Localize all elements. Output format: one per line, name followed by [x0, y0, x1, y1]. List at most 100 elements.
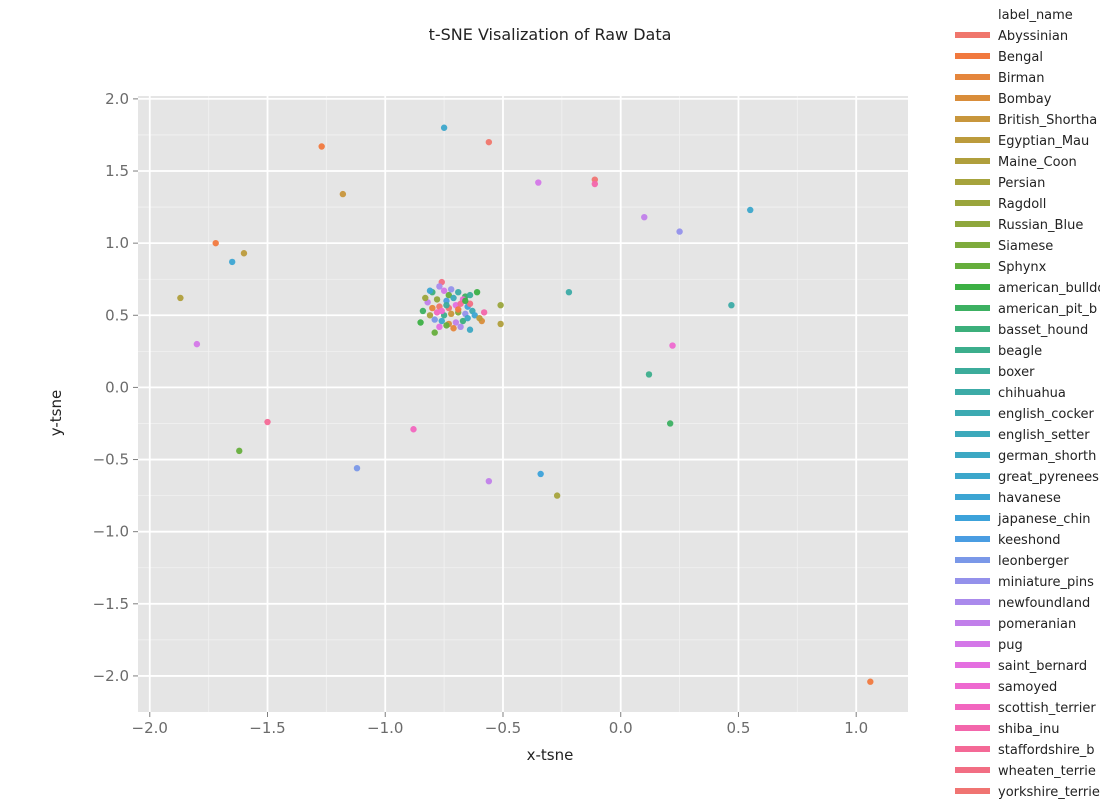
data-point	[466, 326, 474, 333]
data-point	[462, 297, 469, 305]
data-point	[447, 310, 455, 318]
data-point	[445, 291, 453, 299]
data-point	[431, 316, 438, 323]
data-point	[431, 329, 438, 336]
legend-item: Maine_Coon	[955, 155, 1077, 170]
data-point	[867, 678, 874, 685]
data-point	[450, 325, 457, 332]
legend-title: label_name	[998, 8, 1073, 23]
legend-label: english_setter	[998, 428, 1090, 443]
data-point	[440, 124, 448, 131]
legend-swatch	[955, 557, 990, 563]
data-point	[645, 371, 653, 378]
legend-item: japanese_chin	[955, 512, 1091, 527]
legend-label: american_pit_b	[998, 302, 1097, 317]
legend-swatch	[955, 242, 990, 248]
chart-title: t-SNE Visalization of Raw Data	[429, 25, 672, 44]
legend-label: Maine_Coon	[998, 155, 1077, 170]
legend-label: Siamese	[998, 239, 1053, 254]
legend-item: scottish_terrier	[955, 701, 1096, 716]
data-point	[440, 287, 448, 294]
legend-label: beagle	[998, 344, 1042, 359]
legend-item: Ragdoll	[955, 197, 1046, 212]
legend: label_name Abyssinian Bengal Birman Bombay B…	[955, 8, 1100, 800]
data-point	[497, 301, 504, 309]
legend-item: Persian	[955, 176, 1045, 191]
legend-label: Russian_Blue	[998, 218, 1083, 233]
data-point	[436, 283, 443, 290]
data-point	[193, 340, 201, 348]
legend-swatch	[955, 53, 990, 59]
legend-swatch	[955, 389, 990, 395]
legend-swatch	[955, 305, 990, 311]
legend-label: scottish_terrier	[998, 701, 1096, 716]
legend-label: havanese	[998, 491, 1061, 506]
legend-swatch	[955, 32, 990, 38]
data-point	[177, 294, 184, 302]
legend-item: great_pyrenees	[955, 470, 1099, 485]
x-axis-ticks: −2.0 −1.5 −1.0 −0.5 0.0 0.5 1.0	[132, 712, 868, 737]
data-point	[228, 258, 236, 266]
y-axis-label: y-tsne	[47, 390, 65, 436]
plot-background	[138, 96, 908, 712]
legend-item: leonberger	[955, 554, 1069, 569]
legend-swatch	[955, 137, 990, 143]
data-point	[457, 323, 464, 331]
legend-item: wheaten_terrie	[955, 764, 1096, 779]
legend-item: english_cocker	[955, 407, 1095, 422]
legend-swatch	[955, 452, 990, 458]
legend-item: Bombay	[955, 92, 1052, 107]
data-point	[419, 307, 427, 315]
data-point	[436, 323, 443, 331]
data-point	[443, 301, 450, 309]
legend-swatch	[955, 767, 990, 773]
legend-swatch	[955, 284, 990, 290]
legend-item: german_shorth	[955, 449, 1096, 464]
legend-swatch	[955, 221, 990, 227]
legend-item: havanese	[955, 491, 1061, 506]
x-tick-label: 0.5	[727, 719, 751, 737]
data-point	[212, 239, 219, 247]
y-tick-label: 1.5	[105, 162, 129, 180]
data-point	[565, 288, 573, 296]
data-point	[459, 317, 467, 325]
data-point	[353, 464, 361, 472]
legend-label: chihuahua	[998, 386, 1066, 401]
legend-swatch	[955, 515, 990, 521]
data-point	[455, 306, 462, 313]
legend-swatch	[955, 788, 990, 794]
legend-item: pug	[955, 638, 1023, 653]
data-point	[485, 138, 493, 146]
data-point	[747, 206, 754, 214]
legend-item: British_Shortha	[955, 113, 1097, 128]
legend-item: Bengal	[955, 50, 1043, 65]
legend-swatch	[955, 536, 990, 542]
legend-label: keeshond	[998, 533, 1061, 548]
data-point	[417, 319, 424, 326]
y-tick-label: 2.0	[105, 90, 129, 108]
data-point	[433, 296, 441, 303]
data-point	[318, 143, 325, 150]
legend-item: saint_bernard	[955, 659, 1087, 674]
data-point	[497, 320, 504, 328]
data-point	[455, 288, 462, 296]
data-point	[553, 492, 561, 499]
data-point	[438, 307, 445, 315]
legend-swatch	[955, 578, 990, 584]
legend-item: Sphynx	[955, 260, 1047, 275]
legend-label: boxer	[998, 365, 1035, 380]
data-point	[591, 180, 599, 188]
legend-label: basset_hound	[998, 323, 1088, 338]
data-point	[480, 309, 488, 316]
legend-item: staffordshire_b	[955, 743, 1095, 758]
legend-item: basset_hound	[955, 323, 1088, 338]
legend-label: english_cocker	[998, 407, 1095, 422]
legend-label: samoyed	[998, 680, 1057, 695]
legend-label: Egyptian_Mau	[998, 134, 1089, 149]
legend-label: yorkshire_terrie	[998, 785, 1100, 800]
data-point	[426, 287, 434, 294]
legend-label: newfoundland	[998, 596, 1090, 611]
legend-label: Persian	[998, 176, 1045, 191]
legend-swatch	[955, 74, 990, 80]
data-point	[236, 447, 243, 455]
